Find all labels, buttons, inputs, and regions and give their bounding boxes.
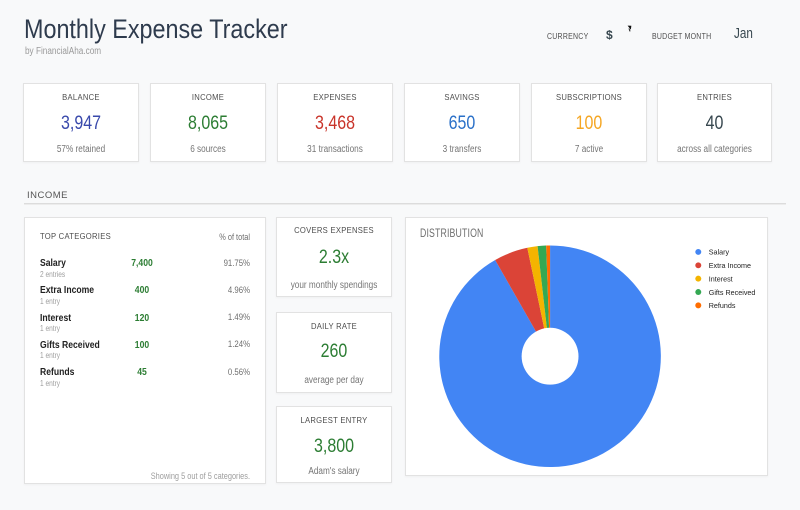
- svg-text:Refunds: Refunds: [709, 302, 736, 310]
- svg-text:Extra Income: Extra Income: [709, 262, 751, 270]
- svg-text:Salary: Salary: [709, 248, 730, 256]
- svg-text:Interest: Interest: [709, 275, 733, 283]
- svg-text:Gifts Received: Gifts Received: [709, 288, 756, 296]
